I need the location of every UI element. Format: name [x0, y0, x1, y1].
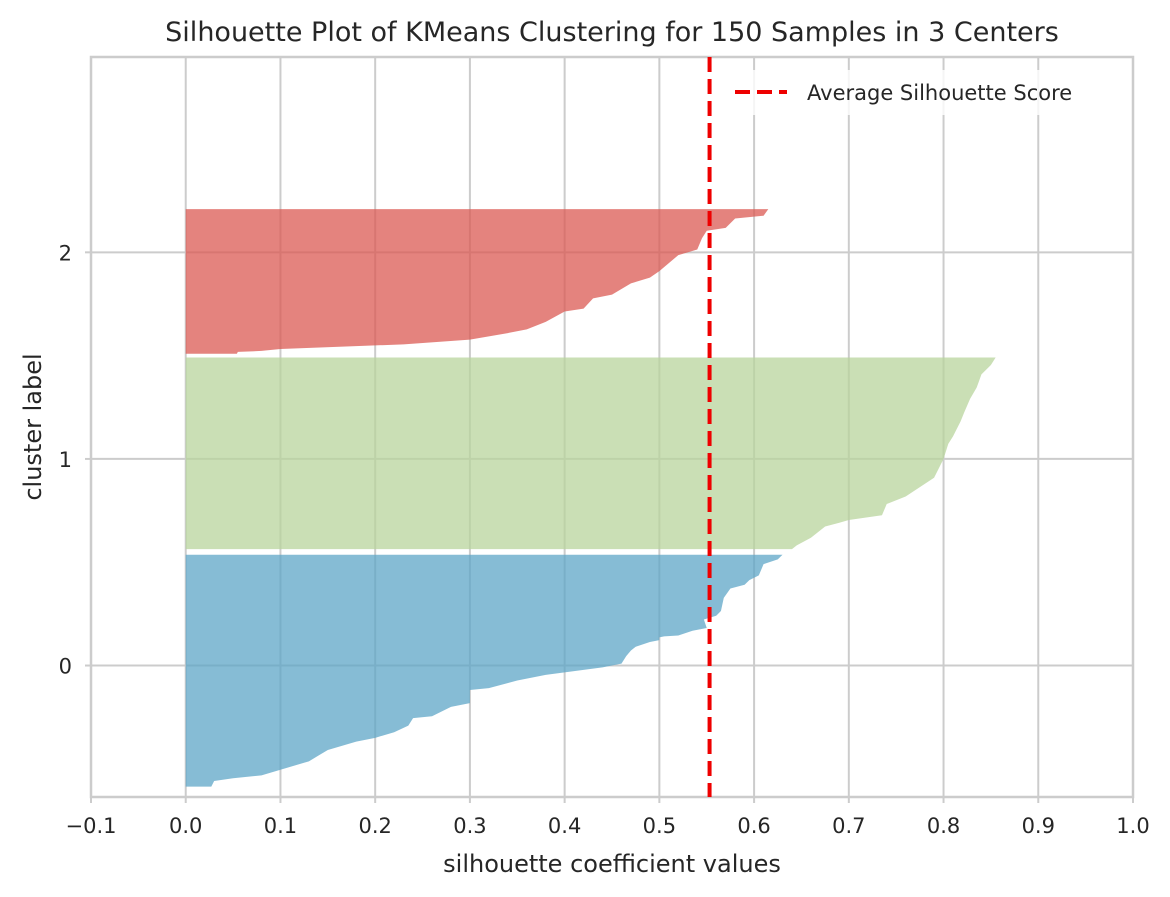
silhouette-area-cluster-1 [185, 357, 996, 550]
x-axis-title: silhouette coefficient values [443, 850, 781, 878]
legend: Average Silhouette Score [720, 70, 1125, 115]
y-axis-title: cluster label [19, 353, 47, 500]
frame-layer [89, 55, 1135, 799]
x-tick-label: 0.6 [737, 814, 770, 838]
legend-background [720, 70, 1125, 115]
plot-frame [89, 55, 1135, 799]
silhouette-area-cluster-0 [185, 554, 783, 787]
x-tick-label: 1.0 [1116, 814, 1149, 838]
legend-label-average-silhouette-score: Average Silhouette Score [807, 81, 1072, 105]
x-tick-label: 0.2 [358, 814, 391, 838]
x-tick-label: 0.4 [548, 814, 581, 838]
x-tick-label: 0.0 [169, 814, 202, 838]
series-layer [185, 209, 996, 787]
ticks-layer: −0.1 0.0 0.1 0.2 0.3 0.4 0.5 0.6 0.7 0.8 0.9 1.0 0 1 2 [59, 241, 1150, 838]
x-tick-label: 0.1 [264, 814, 297, 838]
y-tick-label: 2 [59, 241, 72, 265]
silhouette-area-cluster-2 [185, 209, 769, 354]
x-tick-label: 0.8 [927, 814, 960, 838]
x-tick-label: −0.1 [66, 814, 117, 838]
y-tick-label: 1 [59, 448, 72, 472]
y-tick-label: 0 [59, 655, 72, 679]
x-tick-label: 0.3 [453, 814, 486, 838]
x-tick-label: 0.5 [643, 814, 676, 838]
x-tick-label: 0.7 [832, 814, 865, 838]
x-tick-label: 0.9 [1022, 814, 1055, 838]
chart-title: Silhouette Plot of KMeans Clustering for… [165, 17, 1059, 48]
